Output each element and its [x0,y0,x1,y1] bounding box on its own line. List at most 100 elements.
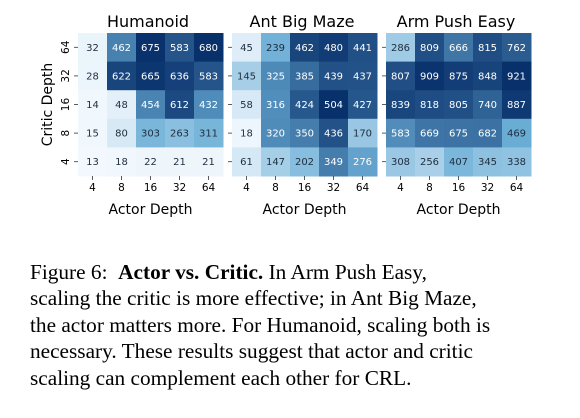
heatmap-cell [261,33,291,63]
cell-value-label: 454 [141,100,160,111]
heatmap-cell [194,33,224,63]
panel-title: Arm Push Easy [397,12,516,31]
heatmap-cell [348,147,378,177]
cell-value-label: 740 [478,100,497,111]
cell-value-label: 22 [144,157,157,168]
panel-title: Humanoid [107,12,189,31]
heatmap-cell [232,147,262,177]
cell-value-label: 680 [199,43,218,54]
cell-value-label: 28 [86,71,99,82]
cell-value-label: 311 [199,129,218,140]
x-tick-label: 16 [144,182,158,194]
cell-value-label: 480 [324,43,343,54]
cell-value-label: 145 [237,71,256,82]
cell-value-label: 669 [420,129,439,140]
heatmap-cell [502,61,532,91]
heatmap-cell [136,147,166,177]
heatmap-cell [107,90,137,120]
heatmap-cell [165,90,195,120]
cell-value-label: 665 [141,71,160,82]
heatmap-cell [415,90,445,120]
panel-title: Ant Big Maze [250,12,355,31]
cell-value-label: 807 [391,71,410,82]
cell-value-label: 612 [170,100,189,111]
x-tick-label: 8 [426,182,433,194]
heatmap-cell [473,61,503,91]
x-tick-label: 8 [118,182,125,194]
heatmap-cell [261,90,291,120]
heatmap-cell [194,90,224,120]
cell-value-label: 170 [353,129,372,140]
heatmap-cell [232,118,262,148]
y-tick-label: 4 [60,158,72,165]
cell-value-label: 350 [295,129,314,140]
heatmap-cell [136,90,166,120]
heatmap-cell [107,61,137,91]
x-tick-label: 64 [356,182,370,194]
cell-value-label: 325 [266,71,285,82]
x-tick-label: 4 [89,182,96,194]
cell-value-label: 682 [478,129,497,140]
heatmap-cell [319,90,349,120]
cell-value-label: 202 [295,157,314,168]
heatmap-cell [386,118,416,148]
heatmap-cell [444,33,474,63]
heatmap-cell [386,90,416,120]
heatmap-cell [415,61,445,91]
heatmap-cell [386,147,416,177]
heatmap-cell [194,147,224,177]
cell-value-label: 436 [324,129,343,140]
cell-value-label: 15 [86,129,99,140]
cell-value-label: 320 [266,129,285,140]
heatmap-cell [165,118,195,148]
heatmap-cell [107,118,137,148]
heatmap-cell [165,147,195,177]
cell-value-label: 256 [420,157,439,168]
cell-value-label: 875 [449,71,468,82]
cell-value-label: 887 [507,100,526,111]
heatmap-cell [261,61,291,91]
cell-value-label: 675 [449,129,468,140]
cell-value-label: 48 [115,100,128,111]
cell-value-label: 32 [86,43,99,54]
x-axis-label: Actor Depth [417,202,501,218]
heatmap-cell [348,61,378,91]
heatmap-cell [473,33,503,63]
caption-line-3: the actor matters more. For Humanoid, sc… [30,312,491,337]
caption-text-1: In Arm Push Easy, [263,260,427,284]
heatmap-cell [348,118,378,148]
heatmap-cell [232,61,262,91]
cell-value-label: 809 [420,43,439,54]
caption-line-5: scaling can complement each other for CR… [30,365,412,390]
cell-value-label: 303 [141,129,160,140]
cell-value-label: 762 [507,43,526,54]
heatmap-cell [415,33,445,63]
heatmap-cell [78,33,108,63]
heatmap-cell [444,90,474,120]
y-axis-label: Critic Depth [40,63,56,147]
heatmap-cell [78,61,108,91]
heatmap-cell [473,147,503,177]
cell-value-label: 636 [170,71,189,82]
cell-value-label: 504 [324,100,343,111]
heatmap-cell [136,33,166,63]
x-tick-label: 32 [481,182,494,194]
x-tick-label: 4 [397,182,404,194]
cell-value-label: 263 [170,129,189,140]
caption-line-2: scaling the critic is more effective; in… [30,286,477,311]
cell-value-label: 286 [391,43,410,54]
heatmap-cell [78,147,108,177]
heatmap-cell [319,147,349,177]
cell-value-label: 839 [391,100,410,111]
caption-line-4: necessary. These results suggest that ac… [30,339,473,364]
x-tick-label: 32 [173,182,186,194]
caption-title: Actor vs. Critic. [118,260,264,284]
heatmap-cell [261,118,291,148]
cell-value-label: 18 [240,129,253,140]
x-tick-label: 8 [272,182,279,194]
x-axis-label: Actor Depth [263,202,347,218]
figure-label: Figure 6: [30,260,108,284]
heatmap-cell [319,118,349,148]
heatmap-cell [444,118,474,148]
